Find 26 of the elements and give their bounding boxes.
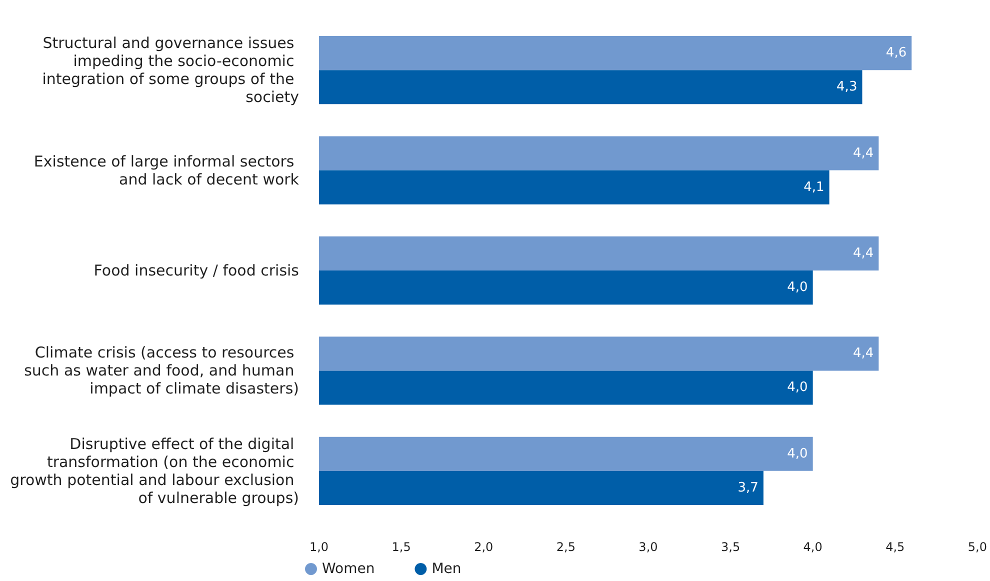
data-label: 4,4 bbox=[853, 146, 874, 161]
x-tick-label: 5,0 bbox=[968, 540, 988, 554]
x-tick-label: 3,0 bbox=[638, 540, 658, 554]
data-label: 4,6 bbox=[886, 46, 907, 61]
data-label: 4,4 bbox=[853, 346, 874, 362]
data-label: 4,3 bbox=[836, 80, 858, 95]
x-tick-label: 2,0 bbox=[474, 540, 494, 554]
y-tick-label: Structural and governance issues impeding the socio-economic integration of some groups of the society bbox=[42, 34, 300, 106]
y-tick-label: Food insecurity / food crisis bbox=[94, 262, 300, 280]
data-label: 3,7 bbox=[738, 480, 758, 496]
x-tick-label: 4,0 bbox=[803, 540, 822, 554]
legend-label: Women bbox=[322, 561, 375, 577]
x-tick-label: 1,5 bbox=[392, 540, 411, 554]
x-tick-label: 1,0 bbox=[309, 540, 329, 554]
x-tick-label: 2,5 bbox=[556, 540, 576, 554]
data-label: 4,1 bbox=[804, 180, 824, 195]
y-tick-label: Disruptive effect of the digital transformation (on the economic growth potential and labour exclusion of vulnerable groups) bbox=[10, 434, 299, 507]
y-tick-label: Climate crisis (access to resources such as water and food, and human impact of climate disasters) bbox=[24, 344, 299, 398]
y-tick-label: Existence of large informal sectors and lack of decent work bbox=[34, 152, 300, 188]
data-label: 4,0 bbox=[787, 280, 808, 296]
data-label: 4,0 bbox=[787, 380, 808, 396]
legend-label: Men bbox=[432, 561, 462, 577]
data-label: 4,4 bbox=[853, 246, 874, 261]
x-tick-label: 3,5 bbox=[720, 540, 740, 554]
x-tick-label: 4,5 bbox=[886, 540, 905, 554]
data-label: 4,0 bbox=[787, 446, 808, 462]
